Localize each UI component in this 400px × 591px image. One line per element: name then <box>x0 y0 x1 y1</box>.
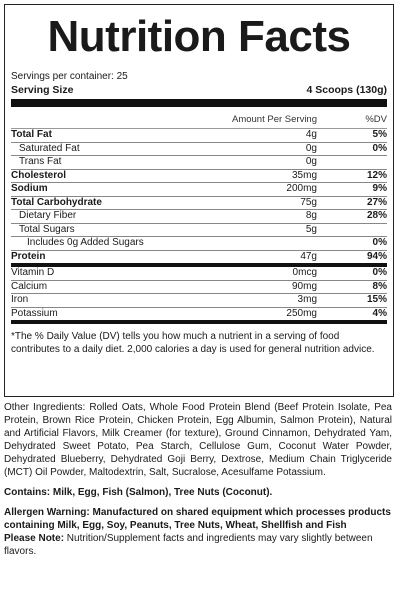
nutrient-row-added-sugars: Includes 0g Added Sugars 0% <box>11 237 387 251</box>
nutrient-amount: 3mg <box>297 294 317 305</box>
nutrient-amount: 5g <box>305 223 317 235</box>
nutrient-amount: 90mg <box>291 280 317 292</box>
other-ingredients: Other Ingredients: Rolled Oats, Whole Fo… <box>4 402 392 478</box>
dv-header: %DV <box>365 114 387 125</box>
nutrient-name: Sodium <box>11 183 48 194</box>
table-header: Amount Per Serving %DV <box>11 107 387 129</box>
nutrient-name: Protein <box>11 250 46 262</box>
nutrient-row-iron: Iron 3mg 15% <box>11 294 387 308</box>
nutrient-name: Trans Fat <box>19 156 62 167</box>
nutrient-dv: 28% <box>366 210 387 221</box>
nutrient-amount: 35mg <box>291 169 317 181</box>
nutrient-row-saturated-fat: Saturated Fat 0g 0% <box>11 142 387 156</box>
daily-value-footnote: *The % Daily Value (DV) tells you how mu… <box>11 331 375 355</box>
contains-statement: Contains: Milk, Egg, Fish (Salmon), Tree… <box>4 487 273 498</box>
nutrient-row-total-sugars: Total Sugars 5g <box>11 223 387 237</box>
nutrient-dv: 0% <box>372 142 387 154</box>
nutrient-dv: 4% <box>372 307 387 319</box>
nutrient-name: Calcium <box>11 280 48 292</box>
nutrient-amount: 75g <box>300 196 317 208</box>
nutrient-name: Total Sugars <box>19 223 75 235</box>
nutrient-dv: 94% <box>366 250 387 262</box>
nutrient-name: Saturated Fat <box>19 142 80 154</box>
nutrient-row-total-fat: Total Fat 4g 5% <box>11 129 387 143</box>
serving-size-value: 4 Scoops (130g) <box>306 84 387 96</box>
nutrient-row-potassium: Potassium 250mg 4% <box>11 307 387 324</box>
nutrient-dv <box>317 156 387 169</box>
nutrient-dv: 8% <box>372 280 387 292</box>
nutrient-dv: 9% <box>372 183 387 194</box>
nutrition-facts-title: Nutrition Facts <box>47 12 351 61</box>
nutrient-row-dietary-fiber: Dietary Fiber 8g 28% <box>11 210 387 224</box>
nutrient-amount: 0mcg <box>292 267 317 278</box>
nutrient-amount: 250mg <box>286 307 317 319</box>
please-note-label: Please Note: <box>4 533 65 544</box>
nutrient-name: Total Carbohydrate <box>11 196 102 208</box>
nutrient-dv: 5% <box>372 129 387 140</box>
ingredients-section: Other Ingredients: Rolled Oats, Whole Fo… <box>4 401 392 558</box>
nutrient-name: Vitamin D <box>11 267 55 278</box>
nutrient-amount: 0g <box>305 142 317 154</box>
nutrient-dv: 0% <box>372 237 387 248</box>
nutrient-dv <box>317 224 387 237</box>
nutrient-amount: 0g <box>305 156 317 167</box>
nutrient-row-vitamin-d: Vitamin D 0mcg 0% <box>11 267 387 281</box>
nutrient-amount: 8g <box>305 210 317 221</box>
nutrient-name: Iron <box>11 294 29 305</box>
servings-per-container: Servings per container: 25 <box>11 71 128 82</box>
serving-size-label: Serving Size <box>11 84 74 96</box>
nutrient-row-total-carbohydrate: Total Carbohydrate 75g 27% <box>11 196 387 210</box>
nutrient-name: Total Fat <box>11 129 52 140</box>
nutrient-amount: 4g <box>305 129 317 140</box>
nutrient-name: Dietary Fiber <box>19 210 77 221</box>
nutrient-amount <box>207 237 317 250</box>
nutrient-row-protein: Protein 47g 94% <box>11 250 387 267</box>
nutrient-name: Includes 0g Added Sugars <box>27 237 144 248</box>
nutrient-amount: 47g <box>300 250 317 262</box>
nutrient-name: Potassium <box>11 307 58 319</box>
nutrient-dv: 0% <box>372 267 387 278</box>
nutrient-row-calcium: Calcium 90mg 8% <box>11 280 387 294</box>
nutrient-name: Cholesterol <box>11 169 67 181</box>
nutrient-dv: 27% <box>366 196 387 208</box>
nutrient-amount: 200mg <box>286 183 317 194</box>
nutrient-dv: 12% <box>366 169 387 181</box>
serving-size-row: Serving Size 4 Scoops (130g) <box>11 83 387 97</box>
please-note: Please Note: Nutrition/Supplement facts … <box>4 532 392 558</box>
please-note-text: Nutrition/Supplement facts and ingredien… <box>4 533 373 557</box>
allergen-warning: Allergen Warning: Manufactured on shared… <box>4 507 391 531</box>
nutrient-row-sodium: Sodium 200mg 9% <box>11 183 387 197</box>
amount-per-serving-header: Amount Per Serving <box>231 114 317 125</box>
thick-divider <box>11 99 387 107</box>
nutrient-row-trans-fat: Trans Fat 0g <box>11 156 387 170</box>
nutrition-facts-panel: Nutrition Facts Servings per container: … <box>4 4 394 397</box>
nutrient-dv: 15% <box>366 294 387 305</box>
nutrient-row-cholesterol: Cholesterol 35mg 12% <box>11 169 387 183</box>
